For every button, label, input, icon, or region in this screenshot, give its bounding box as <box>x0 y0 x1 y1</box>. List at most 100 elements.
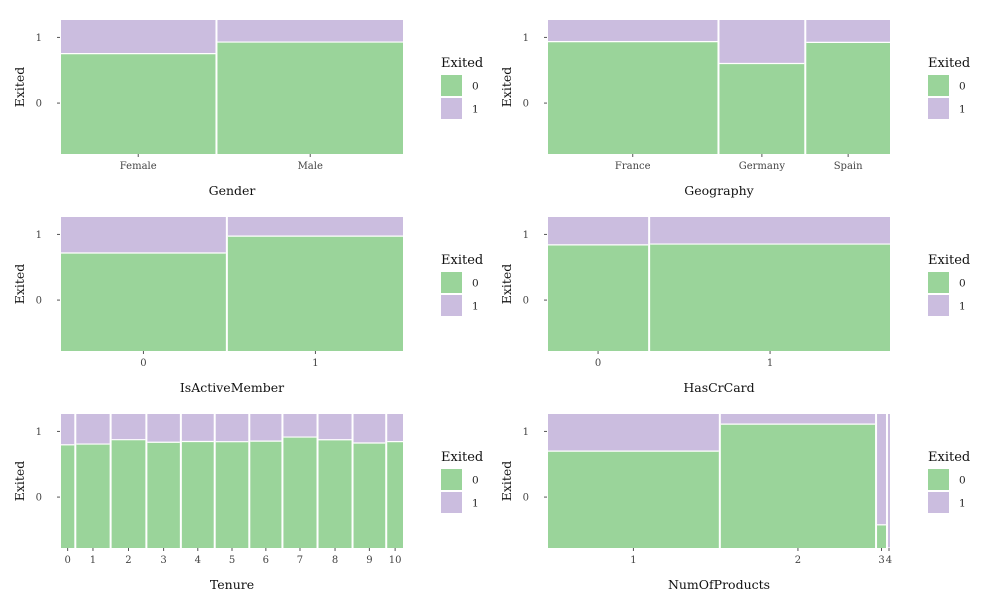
tile-exited-0 <box>61 444 75 548</box>
legend-key-exited-1 <box>928 492 949 513</box>
legend-label: 0 <box>472 278 479 290</box>
tile-exited-1 <box>387 414 403 442</box>
y-tick-label: 1 <box>523 33 529 44</box>
y-tick-label: 0 <box>36 296 42 307</box>
x-tick-label: 5 <box>229 555 235 566</box>
x-axis-title: Geography <box>684 183 754 198</box>
tile-exited-0 <box>147 442 180 548</box>
tile-exited-1 <box>548 20 718 42</box>
tile-exited-0 <box>548 244 649 351</box>
tile-exited-1 <box>215 414 249 442</box>
legend: Exited 0 1 <box>441 450 483 513</box>
y-tick-label: 0 <box>523 296 529 307</box>
legend-label: 0 <box>472 475 479 487</box>
tile-exited-1 <box>147 414 180 443</box>
x-tick-label: 9 <box>366 555 372 566</box>
mosaic-panel-isactivemember: 0 1 0 1 IsActiveMember Exited Exited 0 1 <box>12 217 483 395</box>
tile-exited-0 <box>250 441 282 548</box>
legend: Exited 0 1 <box>441 56 483 119</box>
tile-exited-0 <box>318 439 352 548</box>
x-tick-label: 4 <box>195 555 201 566</box>
x-tick-label: 3 <box>878 555 884 566</box>
tile-exited-0 <box>806 42 890 154</box>
x-tick-label: 0 <box>140 358 146 369</box>
legend-label: 0 <box>472 81 479 93</box>
tile-exited-1 <box>61 20 216 54</box>
legend-key-exited-0 <box>928 75 949 96</box>
mosaic-panel-numofproducts: 1 2 3 4 0 1 NumOfProducts Exited Exited 0 1 <box>499 414 970 592</box>
tile-exited-0 <box>76 444 110 548</box>
tile-exited-0 <box>217 42 403 155</box>
legend-label: 1 <box>472 104 479 116</box>
x-tick-label: 1 <box>767 358 773 369</box>
y-axis-title: Exited <box>12 67 27 108</box>
x-axis-title: Gender <box>209 183 256 198</box>
x-tick-label: 2 <box>125 555 131 566</box>
legend: Exited 0 1 <box>928 253 970 316</box>
tile-exited-0 <box>111 439 146 548</box>
x-tick-label: 1 <box>90 555 96 566</box>
y-axis-title: Exited <box>499 461 514 502</box>
x-tick-label: Female <box>120 161 157 172</box>
mosaic-panel-tenure: 0 1 2 3 4 5 6 7 8 9 10 0 1 Tenure Exited Exited 0 1 <box>12 414 483 592</box>
legend-label: 1 <box>959 498 966 510</box>
legend-title: Exited <box>441 253 483 268</box>
tile-exited-0 <box>215 441 249 548</box>
mosaic-panel-geography: France Germany Spain01GeographyExitedExite… <box>499 20 970 198</box>
tile-exited-1 <box>283 414 317 438</box>
y-axis-title: Exited <box>12 461 27 502</box>
tile-exited-1 <box>719 20 805 64</box>
legend-label: 1 <box>959 301 966 313</box>
legend-key-exited-1 <box>441 98 462 119</box>
tile-exited-1 <box>877 414 886 525</box>
y-tick-label: 1 <box>523 230 529 241</box>
legend-title: Exited <box>928 253 970 268</box>
tile-exited-1 <box>548 414 719 452</box>
legend-key-exited-1 <box>928 98 949 119</box>
tile-exited-1 <box>548 217 649 245</box>
tile-exited-1 <box>61 414 75 445</box>
tile-exited-0 <box>720 424 876 548</box>
legend-label: 0 <box>959 81 966 93</box>
legend-key-exited-1 <box>928 295 949 316</box>
x-tick-label: 8 <box>332 555 338 566</box>
tile-exited-0 <box>61 252 226 351</box>
x-tick-label: Male <box>298 161 323 172</box>
x-axis-title: Tenure <box>210 577 254 592</box>
tile-exited-0 <box>283 437 317 548</box>
tile-exited-1 <box>650 217 890 245</box>
x-tick-label: 3 <box>160 555 166 566</box>
x-axis-title: NumOfProducts <box>668 577 770 592</box>
tile-exited-1 <box>806 20 890 43</box>
tile-exited-1 <box>76 414 110 445</box>
legend: Exited 0 1 <box>441 253 483 316</box>
y-tick-label: 0 <box>523 493 529 504</box>
tile-exited-0 <box>227 236 403 351</box>
x-tick-label: 0 <box>64 555 70 566</box>
legend-key-exited-1 <box>441 492 462 513</box>
legend-title: Exited <box>441 450 483 465</box>
legend-key-exited-0 <box>441 469 462 490</box>
x-tick-label: 1 <box>630 555 636 566</box>
x-tick-label: Spain <box>834 161 863 172</box>
legend-key-exited-0 <box>441 272 462 293</box>
mosaic-panel-hascrcard: 0 1 0 1 HasCrCard Exited Exited 0 1 <box>499 217 970 395</box>
legend-label: 0 <box>959 278 966 290</box>
y-tick-label: 1 <box>36 230 42 241</box>
tile-exited-1 <box>181 414 214 442</box>
x-tick-label: 7 <box>297 555 303 566</box>
tile-exited-1 <box>318 414 352 440</box>
y-axis-title: Exited <box>499 67 514 108</box>
tile-exited-0 <box>719 63 805 154</box>
tile-exited-0 <box>353 443 386 548</box>
x-tick-label: 2 <box>795 555 801 566</box>
legend-title: Exited <box>441 56 483 71</box>
y-tick-label: 1 <box>36 33 42 44</box>
tile-exited-1 <box>217 20 403 43</box>
legend-key-exited-0 <box>441 75 462 96</box>
x-tick-label: 0 <box>595 358 601 369</box>
tile-exited-0 <box>548 451 719 548</box>
legend-key-exited-1 <box>441 295 462 316</box>
tile-exited-0 <box>61 53 216 155</box>
